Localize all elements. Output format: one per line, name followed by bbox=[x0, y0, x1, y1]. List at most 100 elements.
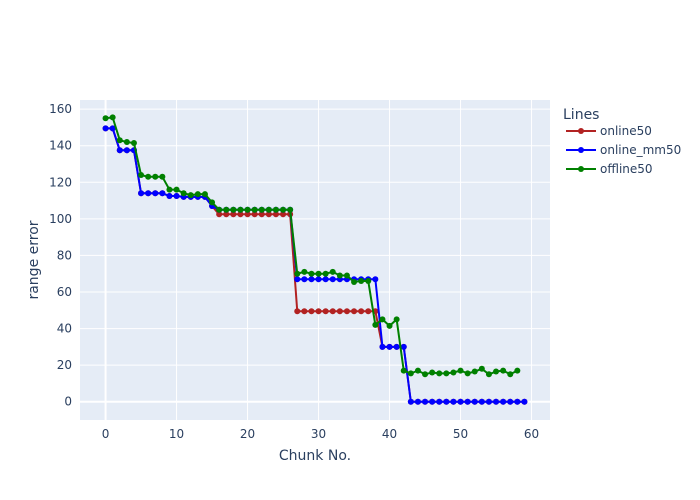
data-point[interactable] bbox=[329, 308, 336, 315]
data-point[interactable] bbox=[258, 206, 265, 213]
data-point[interactable] bbox=[145, 173, 152, 180]
data-point[interactable] bbox=[485, 371, 492, 378]
data-point[interactable] bbox=[145, 190, 152, 197]
data-point[interactable] bbox=[365, 308, 372, 315]
data-point[interactable] bbox=[180, 190, 187, 197]
data-point[interactable] bbox=[280, 211, 287, 218]
data-point[interactable] bbox=[500, 398, 507, 405]
data-point[interactable] bbox=[294, 276, 301, 283]
data-point[interactable] bbox=[450, 369, 457, 376]
data-point[interactable] bbox=[500, 367, 507, 374]
data-point[interactable] bbox=[429, 398, 436, 405]
data-point[interactable] bbox=[393, 343, 400, 350]
data-point[interactable] bbox=[322, 276, 329, 283]
data-point[interactable] bbox=[223, 211, 230, 218]
data-point[interactable] bbox=[436, 370, 443, 377]
data-point[interactable] bbox=[343, 308, 350, 315]
data-point[interactable] bbox=[443, 370, 450, 377]
data-point[interactable] bbox=[194, 191, 201, 198]
data-point[interactable] bbox=[287, 206, 294, 213]
data-point[interactable] bbox=[159, 173, 166, 180]
data-point[interactable] bbox=[265, 206, 272, 213]
data-point[interactable] bbox=[109, 125, 116, 132]
data-point[interactable] bbox=[386, 343, 393, 350]
legend[interactable]: Lines online50 online_mm50 offline50 bbox=[563, 107, 681, 176]
data-point[interactable] bbox=[187, 192, 194, 199]
data-point[interactable] bbox=[294, 270, 301, 277]
data-point[interactable] bbox=[358, 278, 365, 285]
data-point[interactable] bbox=[301, 308, 308, 315]
data-point[interactable] bbox=[507, 398, 514, 405]
data-point[interactable] bbox=[478, 365, 485, 372]
data-point[interactable] bbox=[109, 114, 116, 121]
data-point[interactable] bbox=[386, 322, 393, 329]
data-point[interactable] bbox=[308, 276, 315, 283]
data-point[interactable] bbox=[102, 115, 109, 122]
data-point[interactable] bbox=[102, 125, 109, 132]
data-point[interactable] bbox=[407, 398, 414, 405]
data-point[interactable] bbox=[450, 398, 457, 405]
data-point[interactable] bbox=[152, 190, 159, 197]
data-point[interactable] bbox=[294, 308, 301, 315]
data-point[interactable] bbox=[322, 308, 329, 315]
data-point[interactable] bbox=[116, 147, 123, 154]
data-point[interactable] bbox=[436, 398, 443, 405]
data-point[interactable] bbox=[173, 193, 180, 199]
data-point[interactable] bbox=[258, 211, 265, 218]
legend-item-online50[interactable]: online50 bbox=[566, 124, 652, 138]
data-point[interactable] bbox=[173, 186, 180, 193]
data-point[interactable] bbox=[514, 367, 521, 374]
data-point[interactable] bbox=[244, 206, 251, 213]
data-point[interactable] bbox=[329, 276, 336, 283]
data-point[interactable] bbox=[251, 206, 258, 213]
data-point[interactable] bbox=[223, 206, 230, 213]
data-point[interactable] bbox=[272, 211, 279, 218]
data-point[interactable] bbox=[400, 343, 407, 350]
data-point[interactable] bbox=[493, 398, 500, 405]
data-point[interactable] bbox=[358, 308, 365, 315]
data-point[interactable] bbox=[351, 308, 358, 315]
data-point[interactable] bbox=[464, 370, 471, 377]
data-point[interactable] bbox=[471, 398, 478, 405]
data-point[interactable] bbox=[407, 370, 414, 377]
data-point[interactable] bbox=[336, 308, 343, 315]
data-point[interactable] bbox=[123, 147, 130, 154]
data-point[interactable] bbox=[379, 316, 386, 323]
data-point[interactable] bbox=[251, 211, 258, 218]
data-point[interactable] bbox=[244, 211, 251, 218]
data-point[interactable] bbox=[478, 398, 485, 405]
data-point[interactable] bbox=[301, 276, 308, 283]
data-point[interactable] bbox=[265, 211, 272, 218]
data-point[interactable] bbox=[315, 308, 322, 315]
data-point[interactable] bbox=[216, 211, 223, 218]
series-offline50[interactable] bbox=[102, 114, 521, 378]
data-point[interactable] bbox=[414, 398, 421, 405]
data-point[interactable] bbox=[343, 272, 350, 279]
data-point[interactable] bbox=[414, 367, 421, 374]
data-point[interactable] bbox=[379, 343, 386, 350]
data-point[interactable] bbox=[464, 398, 471, 405]
legend-item-offline50[interactable]: offline50 bbox=[566, 162, 653, 176]
data-point[interactable] bbox=[152, 173, 159, 180]
data-point[interactable] bbox=[166, 186, 173, 193]
data-point[interactable] bbox=[308, 308, 315, 315]
data-point[interactable] bbox=[365, 278, 372, 285]
data-point[interactable] bbox=[457, 398, 464, 405]
data-point[interactable] bbox=[216, 206, 223, 213]
data-point[interactable] bbox=[422, 398, 429, 405]
data-point[interactable] bbox=[400, 367, 407, 374]
data-point[interactable] bbox=[485, 398, 492, 405]
data-point[interactable] bbox=[336, 272, 343, 279]
data-point[interactable] bbox=[116, 137, 123, 144]
data-point[interactable] bbox=[209, 199, 216, 206]
data-point[interactable] bbox=[237, 206, 244, 213]
data-point[interactable] bbox=[315, 276, 322, 283]
data-point[interactable] bbox=[429, 369, 436, 376]
data-point[interactable] bbox=[372, 321, 379, 328]
data-point[interactable] bbox=[201, 191, 208, 198]
data-point[interactable] bbox=[138, 171, 145, 178]
data-point[interactable] bbox=[457, 367, 464, 374]
data-point[interactable] bbox=[329, 268, 336, 275]
data-point[interactable] bbox=[130, 139, 137, 146]
data-point[interactable] bbox=[493, 368, 500, 375]
